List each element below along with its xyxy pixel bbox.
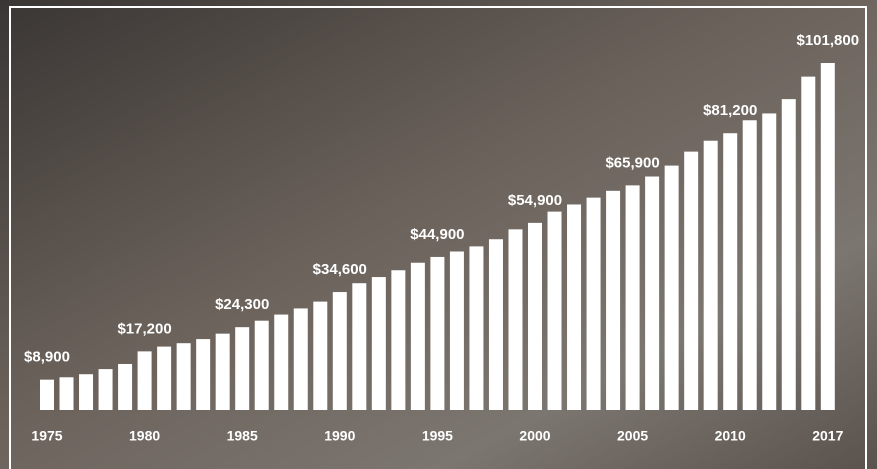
- x-tick-label: 1975: [31, 428, 62, 444]
- bar: [216, 334, 230, 410]
- x-tick-label: 2000: [519, 428, 550, 444]
- bar: [508, 229, 522, 410]
- bar: [626, 185, 640, 410]
- bar: [567, 204, 581, 410]
- bar: [352, 283, 366, 410]
- value-label: $34,600: [313, 261, 367, 278]
- value-label: $24,300: [215, 296, 269, 313]
- value-label: $101,800: [797, 32, 860, 49]
- x-tick-label: 2005: [617, 428, 648, 444]
- x-tick-label: 1985: [227, 428, 258, 444]
- bar: [138, 351, 152, 410]
- bar: [665, 166, 679, 410]
- bar: [450, 251, 464, 410]
- bar: [274, 315, 288, 410]
- value-label: $81,200: [703, 102, 757, 119]
- bar: [587, 198, 601, 410]
- x-tick-label: 1995: [422, 428, 453, 444]
- value-label: $17,200: [117, 320, 171, 337]
- bar: [430, 257, 444, 410]
- chart: 1975 $8,900 1980 $17,200 1985 $24,300 1990 $34,…: [0, 0, 877, 469]
- bar: [118, 364, 132, 410]
- bar: [801, 77, 815, 410]
- x-tick-label: 2017: [812, 428, 843, 444]
- value-label: $8,900: [24, 349, 70, 366]
- bar: [79, 374, 93, 410]
- bar: [645, 177, 659, 410]
- bar: [313, 302, 327, 410]
- bar: [391, 270, 405, 410]
- bar: [469, 246, 483, 410]
- bar: [762, 113, 776, 410]
- bar: [372, 277, 386, 410]
- page: {"chart_data": {"type": "bar", "color": …: [0, 0, 877, 469]
- bar: [782, 99, 796, 410]
- x-tick-label: 2010: [715, 428, 746, 444]
- bar: [196, 339, 210, 410]
- bar: [99, 369, 113, 410]
- value-label: $65,900: [605, 154, 659, 171]
- bar: [177, 343, 191, 410]
- bar: [704, 141, 718, 410]
- bar: [294, 308, 308, 410]
- bar: [255, 321, 269, 410]
- bar: [235, 327, 249, 410]
- bar: [333, 292, 347, 410]
- bar: [684, 152, 698, 410]
- bar: [606, 191, 620, 410]
- value-label: $54,900: [508, 192, 562, 209]
- x-tick-label: 1980: [129, 428, 160, 444]
- bar: [548, 212, 562, 410]
- bar: [743, 120, 757, 410]
- value-label: $44,900: [410, 226, 464, 243]
- bar: [821, 63, 835, 410]
- bar: [60, 377, 74, 410]
- bar: [40, 380, 54, 410]
- bar: [411, 263, 425, 410]
- bar: [489, 239, 503, 410]
- x-tick-label: 1990: [324, 428, 355, 444]
- bar: [157, 347, 171, 410]
- bar: [723, 133, 737, 410]
- bar: [528, 223, 542, 410]
